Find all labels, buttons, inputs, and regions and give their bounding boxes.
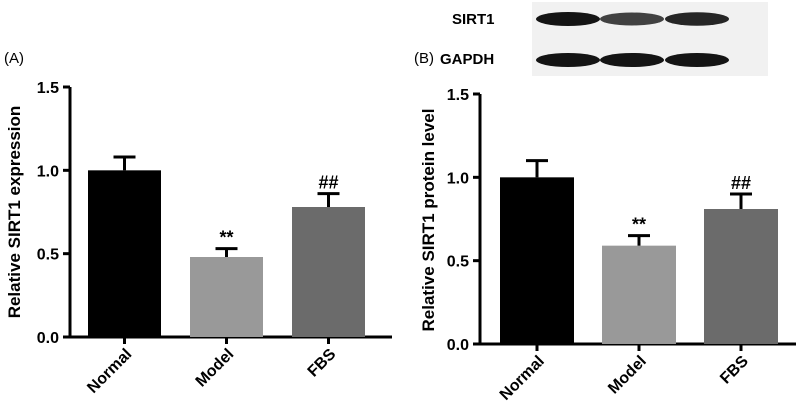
panel-b-label: (B): [414, 50, 434, 67]
blot-band: [665, 12, 729, 26]
blot-label-gapdh: GAPDH: [440, 51, 494, 68]
blot-band: [665, 53, 729, 67]
panel-a-plot: 0.0 0.5 1.0 1.5 Normal ** Model ## FBS: [37, 80, 392, 397]
panel-a-y-tick-label: 0.0: [37, 330, 59, 347]
panel-a-bar: [292, 207, 365, 337]
panel-a-y-tick-label: 1.0: [37, 163, 59, 180]
panel-b-ylabel: Relative SIRT1 protein level: [419, 109, 438, 332]
panel-a-y-tick-label: 1.5: [37, 80, 59, 97]
blot-band: [600, 53, 664, 67]
panel-a-bar: [88, 170, 161, 337]
panel-b-y-tick-label: 1.0: [447, 170, 469, 187]
blot-label-sirt1: SIRT1: [452, 11, 495, 28]
panel-b: (B) Relative SIRT1 protein level 0.0 0.5 1…: [414, 50, 796, 404]
panel-b-x-tick-label: Normal: [497, 353, 548, 404]
panel-a-bar: [190, 257, 263, 337]
panel-a-significance-label: **: [219, 228, 233, 248]
panel-b-y-tick-label: 1.5: [447, 87, 469, 104]
panel-a-x-tick-label: FBS: [305, 346, 340, 381]
panel-a-x-tick-label: Normal: [84, 346, 135, 397]
panel-a-y-tick-label: 0.5: [37, 247, 59, 264]
western-blot: SIRT1 GAPDH: [440, 2, 768, 76]
panel-b-x-tick-label: FBS: [717, 353, 752, 388]
blot-band: [536, 53, 600, 67]
panel-b-bar: [704, 209, 778, 344]
panel-a: (A) Relative SIRT1 expression 0.0 0.5 1.0 1…: [4, 50, 392, 397]
panel-a-ylabel: Relative SIRT1 expression: [5, 106, 24, 319]
panel-b-bar: [500, 177, 574, 344]
panel-b-plot: 0.0 0.5 1.0 1.5 Normal ** Model ## FBS: [447, 87, 796, 404]
blot-band: [600, 12, 664, 26]
panel-b-y-tick-label: 0.0: [447, 337, 469, 354]
blot-bands: [532, 2, 768, 76]
panel-a-label: (A): [4, 50, 24, 67]
panel-b-x-tick-label: Model: [605, 353, 650, 398]
panel-b-y-tick-label: 0.5: [447, 254, 469, 271]
panel-a-x-tick-label: Model: [193, 346, 238, 391]
blot-band: [536, 12, 600, 26]
panel-b-significance-label: **: [632, 215, 646, 235]
panel-b-bar: [602, 245, 676, 344]
panel-b-significance-label: ##: [731, 173, 751, 193]
panel-a-significance-label: ##: [318, 173, 338, 193]
